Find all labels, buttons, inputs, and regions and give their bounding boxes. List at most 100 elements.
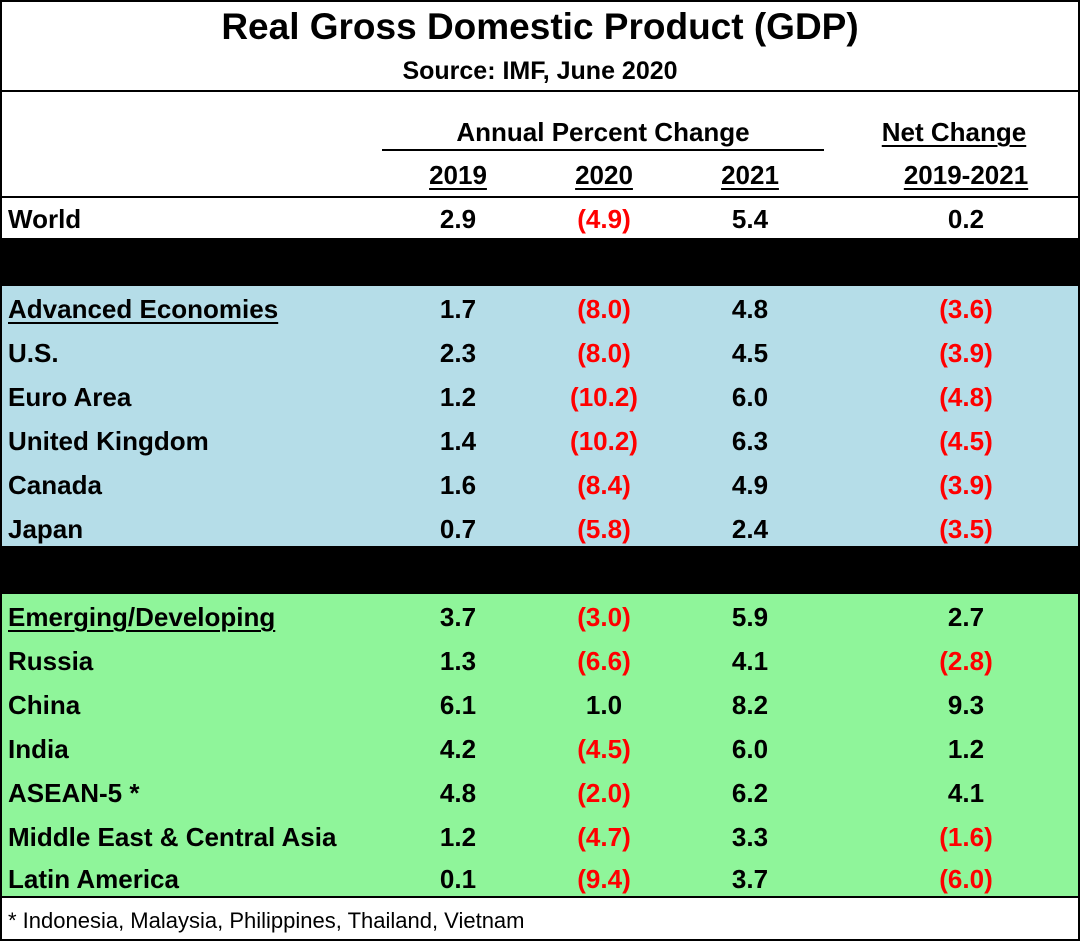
cell-2021: 3.7 (731, 864, 769, 894)
cell-2020: (9.4) (577, 864, 631, 894)
cell-2020: (4.5) (577, 734, 631, 764)
row-label: United Kingdom (8, 426, 209, 456)
cell-2021: 8.2 (731, 690, 769, 720)
table-row: Canada 1.6 (8.4) 4.9 (3.9) (2, 464, 1078, 508)
cell-net: (3.9) (939, 470, 993, 500)
table-row: Japan 0.7 (5.8) 2.4 (3.5) (2, 508, 1078, 552)
cell-2019: 1.2 (439, 822, 477, 852)
table-row-world: World 2.9 (4.9) 5.4 0.2 (2, 198, 1078, 242)
cell-2020: (4.7) (577, 822, 631, 852)
row-label: ASEAN-5 * (8, 778, 140, 808)
row-label: India (8, 734, 69, 764)
cell-2020: (5.8) (577, 514, 631, 544)
row-label: U.S. (8, 338, 59, 368)
cell-2019: 0.1 (439, 864, 477, 894)
source-line: Source: IMF, June 2020 (402, 57, 678, 85)
cell-net: (6.0) (939, 864, 993, 894)
cell-2021: 4.1 (731, 646, 769, 676)
row-label: Russia (8, 646, 94, 676)
cell-net: 2.7 (947, 602, 985, 632)
table-row: ASEAN-5 * 4.8 (2.0) 6.2 4.1 (2, 772, 1078, 816)
emerging-developing-section (2, 594, 1078, 896)
cell-2021: 4.9 (731, 470, 769, 500)
cell-2019: 3.7 (439, 602, 477, 632)
table-row: Middle East & Central Asia 1.2 (4.7) 3.3… (2, 816, 1078, 860)
cell-2019: 1.2 (439, 382, 477, 412)
cell-net: 0.2 (947, 204, 985, 234)
cell-net: 1.2 (947, 734, 985, 764)
cell-net: (3.6) (939, 294, 993, 324)
cell-2021: 4.8 (731, 294, 769, 324)
header-net-change: Net Change (881, 117, 1027, 147)
row-label: Middle East & Central Asia (8, 822, 337, 852)
cell-2021: 6.0 (731, 382, 769, 412)
row-label: Emerging/Developing (8, 602, 276, 632)
table-row: U.S. 2.3 (8.0) 4.5 (3.9) (2, 332, 1078, 376)
cell-2019: 1.7 (439, 294, 477, 324)
table-row: Euro Area 1.2 (10.2) 6.0 (4.8) (2, 376, 1078, 420)
header-net-range: 2019-2021 (903, 160, 1029, 190)
cell-2020: (4.9) (577, 204, 631, 234)
table-row: Russia 1.3 (6.6) 4.1 (2.8) (2, 640, 1078, 684)
cell-2020: 1.0 (585, 690, 623, 720)
cell-2021: 6.2 (731, 778, 769, 808)
cell-net: (2.8) (939, 646, 993, 676)
divider (2, 896, 1078, 898)
cell-2021: 6.0 (731, 734, 769, 764)
cell-2021: 6.3 (731, 426, 769, 456)
cell-2020: (8.4) (577, 470, 631, 500)
table-row: China 6.1 1.0 8.2 9.3 (2, 684, 1078, 728)
header-annual-percent-change: Annual Percent Change (456, 117, 750, 147)
advanced-economies-section (2, 286, 1078, 546)
cell-2019: 2.3 (439, 338, 477, 368)
cell-2021: 5.4 (731, 204, 769, 234)
cell-2019: 0.7 (439, 514, 477, 544)
header-2021: 2021 (721, 160, 779, 190)
cell-2021: 3.3 (731, 822, 769, 852)
cell-2020: (8.0) (577, 338, 631, 368)
cell-2019: 6.1 (439, 690, 477, 720)
cell-net: (4.8) (939, 382, 993, 412)
cell-2021: 5.9 (731, 602, 769, 632)
header-2019: 2019 (429, 160, 487, 190)
page-title: Real Gross Domestic Product (GDP) (221, 6, 859, 47)
table-row: Latin America 0.1 (9.4) 3.7 (6.0) (2, 858, 1078, 902)
cell-2020: (10.2) (570, 382, 638, 412)
cell-2020: (2.0) (577, 778, 631, 808)
row-label: Canada (8, 470, 102, 500)
row-label: World (8, 204, 82, 234)
separator-band (2, 546, 1078, 594)
cell-2019: 4.8 (439, 778, 477, 808)
cell-2019: 1.3 (439, 646, 477, 676)
footnote: * Indonesia, Malaysia, Philippines, Thai… (8, 908, 525, 933)
cell-2019: 1.4 (439, 426, 477, 456)
row-label: Advanced Economies (8, 294, 279, 324)
cell-net: (3.9) (939, 338, 993, 368)
cell-net: (1.6) (939, 822, 993, 852)
cell-net: (4.5) (939, 426, 993, 456)
row-label: China (8, 690, 81, 720)
row-label: Japan (8, 514, 84, 544)
cell-2020: (8.0) (577, 294, 631, 324)
table-row: Advanced Economies 1.7 (8.0) 4.8 (3.6) (2, 288, 1078, 332)
cell-2019: 2.9 (439, 204, 477, 234)
cell-2020: (6.6) (577, 646, 631, 676)
cell-2021: 4.5 (731, 338, 769, 368)
cell-2019: 4.2 (439, 734, 477, 764)
row-label: Latin America (8, 864, 179, 894)
row-label: Euro Area (8, 382, 132, 412)
cell-net: (3.5) (939, 514, 993, 544)
table-row: United Kingdom 1.4 (10.2) 6.3 (4.5) (2, 420, 1078, 464)
table-row: Emerging/Developing 3.7 (3.0) 5.9 2.7 (2, 596, 1078, 640)
cell-2021: 2.4 (731, 514, 769, 544)
divider (2, 90, 1078, 92)
separator-band (2, 238, 1078, 286)
cell-net: 4.1 (947, 778, 985, 808)
header-2020: 2020 (575, 160, 633, 190)
cell-2019: 1.6 (439, 470, 477, 500)
table-row: India 4.2 (4.5) 6.0 1.2 (2, 728, 1078, 772)
cell-2020: (10.2) (570, 426, 638, 456)
cell-2020: (3.0) (577, 602, 631, 632)
cell-net: 9.3 (947, 690, 985, 720)
